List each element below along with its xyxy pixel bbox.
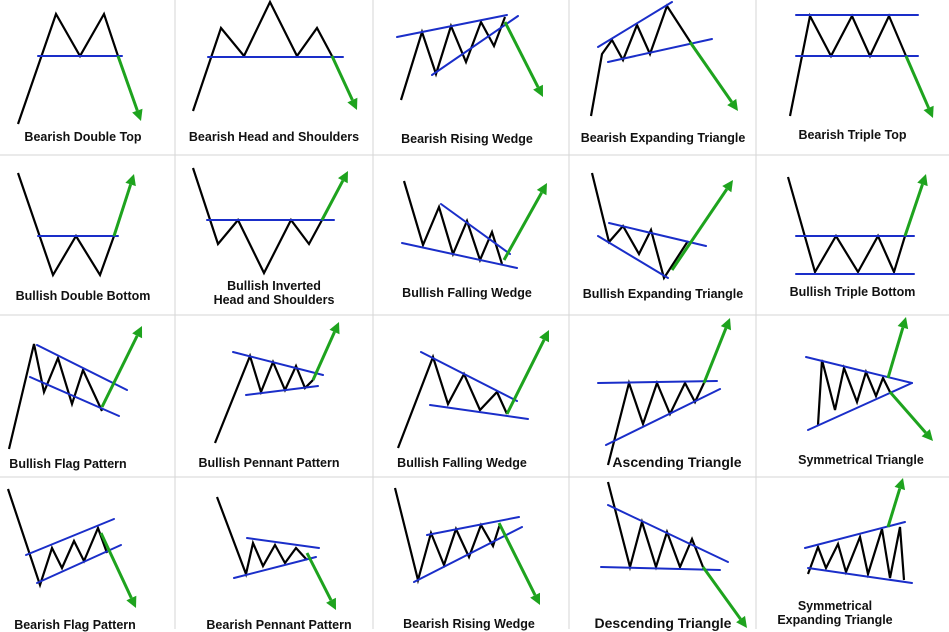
upper-symmetrical-expanding-triangle [804, 521, 906, 549]
upper-bullish-falling-wedge-1 [440, 203, 511, 255]
arrow-descending-triangle [701, 566, 747, 628]
lower-bearish-pennant [233, 556, 317, 579]
label-symmetrical-triangle: Symmetrical Triangle [798, 453, 924, 467]
label-bullish-expanding-triangle: Bullish Expanding Triangle [582, 287, 744, 301]
arrow-bearish-pennant [305, 552, 336, 610]
price-bullish-pennant [213, 352, 314, 444]
price-bullish-falling-wedge-2 [396, 353, 509, 449]
price-descending-triangle [606, 481, 705, 572]
upper-bearish-expanding-triangle [597, 1, 673, 48]
label-bullish-inverted-head-and-shoulders: Bullish Inverted Head and Shoulders [213, 279, 335, 307]
upper-bearish-flag [25, 518, 115, 556]
arrow-bullish-pennant [311, 322, 340, 381]
label-bullish-double-bottom: Bullish Double Bottom [15, 289, 151, 303]
upper-bearish-pennant [246, 537, 320, 549]
arrow-bullish-expanding-triangle [670, 180, 733, 271]
price-bearish-triple-top [788, 12, 908, 117]
lower-bearish-expanding-triangle [607, 38, 713, 63]
upper-bullish-pennant [232, 351, 324, 376]
price-ascending-triangle [606, 379, 705, 466]
arrow-bearish-flag [99, 532, 137, 608]
lower-bullish-falling-wedge-2 [429, 404, 529, 420]
label-bullish-flag-pattern: Bullish Flag Pattern [9, 457, 127, 471]
price-bullish-inverted-hs [191, 167, 323, 276]
price-bearish-head-shoulders [191, 0, 333, 112]
arrow-bearish-double-top [116, 55, 143, 121]
lower-bullish-pennant [245, 385, 319, 396]
lower-bearish-rising-wedge [431, 15, 519, 76]
arrow-bearish-rising-wedge-2 [497, 522, 540, 605]
label-bearish-rising-wedge-2: Bearish Rising Wedge [403, 617, 535, 631]
lower-bullish-expanding-triangle [597, 235, 669, 279]
price-bearish-rising-wedge-2 [393, 487, 502, 585]
label-bullish-triple-bottom: Bullish Triple Bottom [789, 285, 916, 299]
arrow-bearish-expanding-triangle [688, 41, 738, 111]
label-bearish-head-and-shoulders: Bearish Head and Shoulders [188, 130, 360, 144]
upper-bearish-rising-wedge-2 [426, 516, 520, 536]
upper-bullish-flag [36, 344, 128, 391]
lower-symmetrical-expanding-triangle [807, 567, 913, 584]
label-symmetrical-expanding-triangle: Symmetrical Expanding Triangle [777, 599, 893, 627]
label-bearish-rising-wedge: Bearish Rising Wedge [401, 132, 533, 146]
price-bullish-flag [7, 343, 103, 450]
lower-symmetrical-triangle [807, 382, 913, 431]
label-bearish-triple-top: Bearish Triple Top [798, 128, 907, 142]
arrow-bullish-triple-bottom [903, 174, 928, 237]
label-bullish-pennant-pattern: Bullish Pennant Pattern [198, 456, 340, 470]
label-descending-triangle: Descending Triangle [594, 615, 732, 631]
label-ascending-triangle: Ascending Triangle [612, 454, 742, 470]
arrow-bullish-double-bottom [112, 174, 136, 237]
price-bullish-double-bottom [16, 172, 116, 278]
support-ascending-triangle [605, 388, 721, 446]
arrow-bearish-head-shoulders [330, 55, 358, 110]
price-bearish-flag [6, 488, 109, 589]
arrow-bullish-falling-wedge-1 [502, 183, 547, 261]
upper-bullish-falling-wedge-2 [420, 351, 518, 402]
price-bearish-double-top [16, 11, 120, 125]
label-bearish-flag-pattern: Bearish Flag Pattern [14, 618, 136, 632]
label-bearish-pennant-pattern: Bearish Pennant Pattern [206, 618, 352, 632]
lower-bullish-flag [29, 376, 120, 417]
arrow-bearish-rising-wedge [503, 21, 543, 97]
label-bullish-falling-wedge-1: Bullish Falling Wedge [402, 286, 532, 300]
lower-bearish-flag [36, 544, 122, 584]
arrow-bullish-flag [100, 326, 143, 408]
lower-bullish-falling-wedge-1 [401, 242, 518, 269]
price-symmetrical-triangle [816, 359, 891, 426]
arrow-bullish-falling-wedge-2 [505, 330, 549, 415]
price-bearish-rising-wedge [399, 16, 507, 101]
arrow-bearish-triple-top [904, 55, 934, 118]
arrow-symmetrical-expanding-triangle [886, 478, 906, 528]
price-symmetrical-expanding-triangle [806, 526, 906, 581]
arrow-symmetrical-triangle-down [888, 391, 933, 441]
resistance-descending-triangle [607, 504, 729, 563]
arrow-ascending-triangle [702, 318, 732, 384]
price-bullish-triple-bottom [786, 176, 907, 276]
arrow-bullish-inverted-hs [320, 171, 348, 221]
price-bearish-expanding-triangle [589, 3, 692, 117]
label-bearish-expanding-triangle: Bearish Expanding Triangle [580, 131, 746, 145]
upper-symmetrical-triangle [805, 356, 913, 384]
resistance-ascending-triangle [597, 380, 718, 384]
label-bullish-falling-wedge-2: Bullish Falling Wedge [397, 456, 527, 470]
upper-bearish-rising-wedge [396, 14, 508, 38]
arrow-symmetrical-triangle-up [886, 317, 909, 379]
price-bullish-falling-wedge-1 [402, 180, 504, 265]
support-descending-triangle [600, 566, 721, 571]
label-bearish-double-top: Bearish Double Top [24, 130, 142, 144]
price-bearish-pennant [215, 496, 308, 578]
